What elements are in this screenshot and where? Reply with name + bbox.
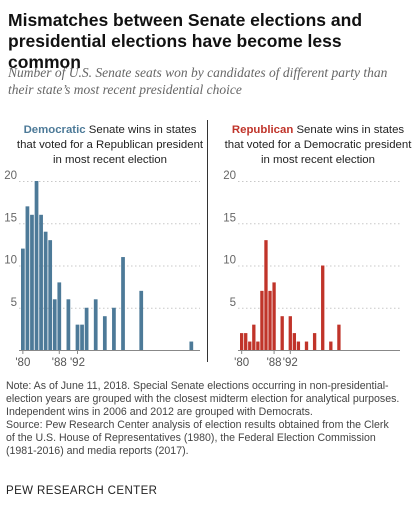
x-tick-label: '92: [70, 357, 85, 369]
x-tick-label: '88: [267, 357, 282, 369]
republican-label: Republican: [231, 124, 294, 136]
y-tick-label: 15: [223, 212, 236, 224]
republican-panel-caption: Republican Senate wins in states that vo…: [223, 123, 413, 168]
bar-charts: 5101520'80'88'92'00'08'165101520'80'88'9…: [4, 170, 400, 369]
republican-bar: [292, 333, 297, 350]
note-line: Note: As of June 11, 2018. Special Senat…: [6, 380, 389, 392]
republican-bar: [337, 324, 341, 350]
y-tick-label: 5: [11, 297, 17, 309]
x-tick-label: '88: [52, 357, 67, 369]
democratic-bar: [66, 299, 71, 350]
democratic-caption-text: Senate wins in states that voted for a R…: [16, 124, 204, 166]
republican-bar: [252, 324, 256, 350]
republican-bar: [329, 341, 333, 350]
republican-bar: [296, 341, 301, 350]
republican-bar: [288, 316, 292, 350]
y-tick-label: 5: [230, 297, 236, 309]
note-line: Independent wins in 2006 and 2012 are gr…: [6, 406, 313, 418]
democratic-bar: [112, 307, 116, 350]
democratic-bar: [43, 231, 48, 350]
democratic-bar: [80, 324, 84, 350]
pew-research-center-logo: PEW RESEARCH CENTER: [6, 485, 158, 497]
panel-divider: [207, 120, 208, 362]
democratic-bar: [84, 307, 89, 350]
democratic-label: Democratic: [23, 124, 86, 136]
democratic-bar: [30, 214, 34, 350]
republican-bar: [260, 290, 264, 350]
x-tick-label: '80: [15, 357, 30, 369]
democratic-bar: [39, 214, 43, 350]
democratic-bar: [102, 316, 107, 350]
republican-bar: [264, 240, 268, 350]
democratic-bar: [121, 257, 125, 350]
source-line: of the U.S. House of Representatives (19…: [6, 432, 376, 444]
y-tick-label: 10: [4, 255, 17, 267]
notes: Note: As of June 11, 2018. Special Senat…: [6, 380, 416, 458]
republican-bar: [272, 282, 276, 350]
republican-bar: [321, 265, 325, 350]
democratic-bar: [57, 282, 62, 350]
democratic-bar: [21, 248, 25, 350]
source-line: Source: Pew Research Center analysis of …: [6, 419, 389, 431]
y-tick-label: 20: [4, 170, 17, 182]
democratic-bar: [139, 290, 144, 350]
democratic-bar: [34, 181, 39, 350]
democratic-bar: [48, 240, 53, 350]
source-line: (1981-2016) and media reports (2017).: [6, 445, 189, 457]
x-tick-label: '92: [283, 357, 298, 369]
democratic-bar: [25, 206, 30, 350]
democratic-panel-caption: Democratic Senate wins in states that vo…: [15, 123, 205, 168]
democratic-bar: [189, 341, 194, 350]
y-tick-label: 20: [223, 170, 236, 182]
democratic-bar: [75, 324, 80, 350]
y-tick-label: 10: [223, 255, 236, 267]
y-tick-label: 15: [4, 212, 17, 224]
democratic-bar: [93, 299, 98, 350]
republican-caption-text: Senate wins in states that voted for a D…: [224, 124, 412, 166]
republican-bar: [240, 333, 244, 350]
chart-title: Mismatches between Senate elections and …: [8, 10, 363, 72]
republican-bar: [268, 290, 272, 350]
chart-subtitle: Number of U.S. Senate seats won by candi…: [8, 65, 388, 97]
democratic-bar: [52, 299, 57, 350]
republican-bar: [304, 341, 309, 350]
x-tick-label: '80: [234, 357, 249, 369]
republican-bar: [248, 341, 252, 350]
note-line: election years are grouped with the clos…: [6, 393, 400, 405]
republican-bar: [256, 341, 260, 350]
republican-bar: [280, 316, 284, 350]
republican-bar: [244, 333, 248, 350]
republican-bar: [312, 333, 317, 350]
